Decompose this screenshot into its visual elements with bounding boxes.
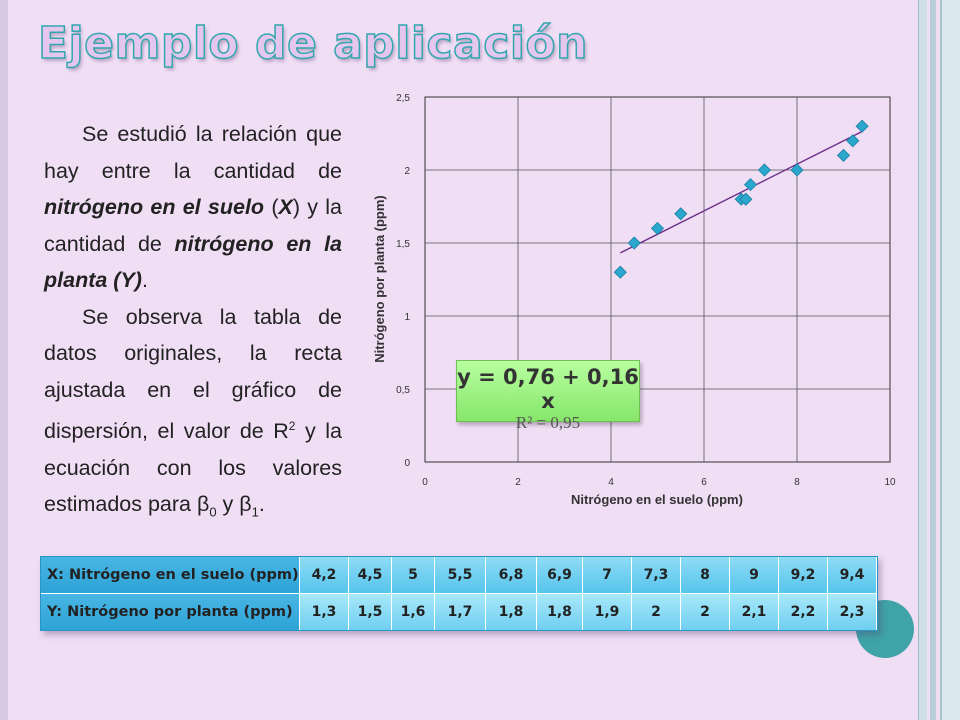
table-cell-y: 2 — [681, 594, 730, 630]
x-axis-ticks: 0 2 4 6 8 10 — [422, 477, 896, 488]
y-tick-label: 0 — [404, 458, 410, 469]
data-point — [757, 163, 772, 177]
paragraph-2: Se observa la tabla de datos originales,… — [44, 299, 342, 531]
table-cell-y: 2,3 — [828, 594, 877, 630]
data-points — [613, 119, 869, 279]
paragraph-2-text: . — [258, 492, 265, 517]
data-point — [739, 192, 753, 206]
paragraph-1-text: Se estudió la relación que hay entre la … — [44, 122, 342, 183]
y-axis-ticks: 0 0,5 1 1,5 2 2,5 — [396, 93, 410, 469]
term-plant-nitrogen: nitrógeno en la planta (Y) — [44, 231, 342, 293]
paragraph-2-text: y la ecuación con los valores estimados … — [44, 419, 342, 517]
beta-1-subscript: 1 — [251, 504, 259, 520]
table-cell-y: 1,8 — [537, 594, 583, 630]
scatter-chart: 0 2 4 6 8 10 0 0,5 1 1,5 2 2,5 Nitrógeno en el sue… — [372, 93, 896, 507]
table-cell-y: 1,6 — [392, 594, 435, 630]
table-cell-x: 9 — [730, 557, 779, 594]
table-cell-x: 7 — [583, 557, 632, 594]
x-tick-label: 8 — [794, 477, 800, 488]
x-tick-label: 2 — [515, 477, 521, 488]
r-squared-exponent: 2 — [288, 419, 296, 433]
slide-title: Ejemplo de aplicación — [37, 17, 588, 70]
table-cell-x: 5 — [392, 557, 435, 594]
x-axis-label: Nitrógeno en el suelo (ppm) — [571, 492, 743, 507]
term-soil-nitrogen: nitrógeno en el suelo — [44, 195, 265, 219]
data-point — [650, 221, 665, 235]
trend-line — [619, 130, 863, 254]
table-cell-x: 4,2 — [300, 557, 349, 594]
plot-area — [424, 96, 891, 463]
table-cell-y: 2,1 — [730, 594, 779, 630]
r-squared-value: R² = 0,95 — [515, 413, 581, 432]
variable-x: X — [278, 195, 293, 219]
table-cell-y: 1,9 — [583, 594, 632, 630]
data-point — [674, 207, 688, 221]
paragraph-1-text: ) y la cantidad de — [44, 195, 343, 256]
table-cell-y: 1,3 — [300, 594, 349, 630]
table-row-x: X: Nitrógeno en el suelo (ppm) 4,2 4,5 5 5,… — [41, 557, 877, 594]
table-cell-y: 1,5 — [349, 594, 392, 630]
paragraph-1-text: . — [141, 268, 148, 292]
x-tick-label: 6 — [701, 477, 707, 488]
table-cell-x: 6,8 — [486, 557, 537, 594]
row-header-x: X: Nitrógeno en el suelo (ppm) — [41, 557, 300, 594]
data-point — [627, 236, 641, 250]
paragraph-2-text: y β — [216, 492, 252, 517]
table-cell-y: 2 — [632, 594, 681, 630]
equation-box: y = 0,76 + 0,16 x R² = 0,95 — [456, 360, 640, 432]
table-cell-x: 8 — [681, 557, 730, 594]
grid-lines — [425, 97, 890, 462]
table-cell-x: 4,5 — [349, 557, 392, 594]
table-cell-y: 2,2 — [779, 594, 828, 630]
data-point — [790, 163, 804, 177]
paragraph-2-text: Se observa la tabla de datos originales,… — [44, 304, 342, 444]
x-tick-label: 4 — [608, 477, 614, 488]
table-cell-x: 9,4 — [828, 557, 877, 594]
data-point — [836, 148, 851, 162]
description-text: Se estudió la relación que hay entre la … — [44, 116, 342, 531]
table-cell-x: 6,9 — [537, 557, 583, 594]
table-cell-y: 1,8 — [486, 594, 537, 630]
slide-left-border — [0, 0, 8, 720]
y-tick-label: 0,5 — [396, 385, 410, 396]
x-tick-label: 10 — [884, 477, 896, 488]
data-point — [846, 134, 860, 148]
data-point — [855, 119, 869, 133]
x-tick-label: 0 — [422, 477, 428, 488]
table-row-y: Y: Nitrógeno por planta (ppm) 1,3 1,5 1,6 1… — [41, 594, 877, 630]
data-table: X: Nitrógeno en el suelo (ppm) 4,2 4,5 5 5,… — [40, 556, 878, 631]
y-axis-label: Nitrógeno por planta (ppm) — [372, 195, 387, 363]
table-cell-y: 1,7 — [435, 594, 486, 630]
row-header-y: Y: Nitrógeno por planta (ppm) — [41, 594, 300, 630]
y-tick-label: 2 — [404, 166, 410, 177]
paragraph-1: Se estudió la relación que hay entre la … — [44, 116, 342, 299]
data-point — [743, 178, 758, 192]
paragraph-1-text: ( — [264, 195, 279, 219]
y-tick-label: 1 — [404, 312, 410, 323]
table-cell-x: 9,2 — [779, 557, 828, 594]
decorative-right-stripes — [918, 0, 960, 720]
data-point — [613, 265, 627, 279]
table-cell-x: 5,5 — [435, 557, 486, 594]
regression-equation: y = 0,76 + 0,16 x — [457, 365, 639, 413]
y-tick-label: 1,5 — [396, 239, 410, 250]
table-cell-x: 7,3 — [632, 557, 681, 594]
y-tick-label: 2,5 — [396, 93, 410, 104]
beta-0-subscript: 0 — [209, 504, 217, 520]
